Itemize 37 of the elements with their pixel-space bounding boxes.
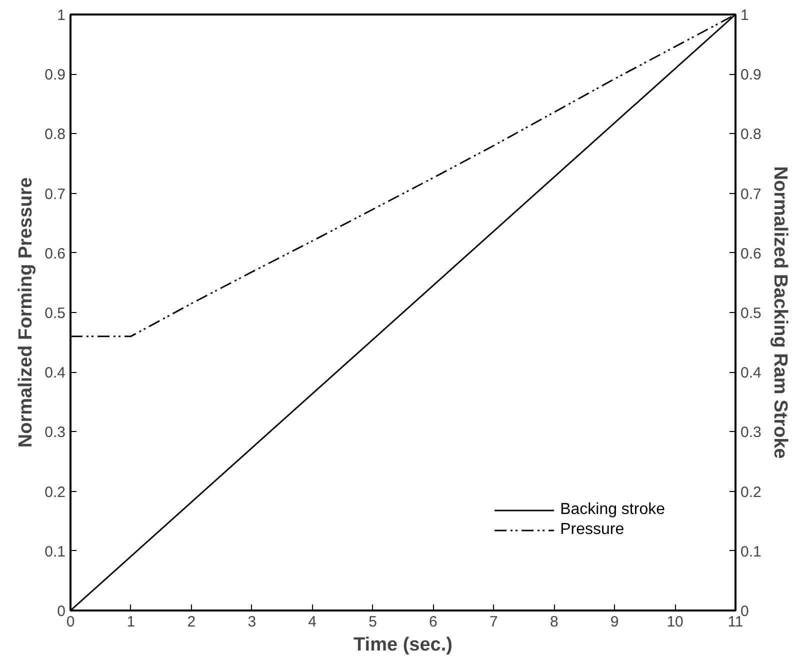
x-tick-label: 4: [308, 614, 316, 630]
y2-tick-label: 0.3: [740, 424, 762, 442]
x-tick-label: 6: [429, 614, 438, 630]
x-tick-label: 5: [368, 614, 377, 630]
y2-tick-label: 0.1: [740, 543, 762, 560]
y-tick-label: 0.7: [44, 186, 66, 203]
x-axis-title: Time (sec.): [354, 634, 452, 656]
y2-tick-label: 0.6: [740, 245, 762, 262]
y-tick-label: 0: [57, 603, 66, 620]
y-tick-label: 0.8: [44, 126, 66, 144]
x-tick-label: 7: [490, 614, 498, 630]
y2-tick-label: 0.8: [740, 126, 762, 144]
y2-tick-label: 0.5: [740, 305, 762, 322]
y-tick-label: 0.6: [44, 245, 66, 262]
y-axis-title: Normalized Forming Pressure: [16, 177, 37, 448]
y-tick-label: 0.2: [44, 484, 66, 501]
x-tick-label: 9: [610, 614, 619, 630]
y2-tick-label: 0.7: [740, 186, 762, 203]
y-tick-label: 0.9: [44, 66, 66, 84]
y2-tick-label: 0.9: [740, 66, 762, 84]
x-tick-label: 2: [187, 614, 196, 630]
y-tick-label: 0.5: [44, 305, 66, 322]
y2-tick-label: 0: [740, 603, 749, 620]
x-tick-label: 3: [248, 614, 256, 630]
y2-tick-label: 0.2: [740, 484, 762, 501]
legend-label: Pressure: [560, 521, 624, 539]
legend-label: Backing stroke: [560, 501, 665, 519]
y2-tick-label: 0.4: [740, 364, 762, 382]
y2-tick-label: 1: [740, 7, 749, 24]
y-tick-label: 1: [57, 7, 66, 24]
x-tick-label: 1: [126, 614, 136, 630]
y-tick-label: 0.1: [44, 543, 66, 560]
y-tick-label: 0.4: [44, 364, 66, 382]
y-tick-label: 0.3: [44, 424, 66, 442]
y2-axis-title: Normalized Backing Ram Stroke: [769, 166, 790, 459]
x-tick-label: 10: [666, 614, 684, 630]
x-tick-label: 8: [550, 614, 558, 630]
